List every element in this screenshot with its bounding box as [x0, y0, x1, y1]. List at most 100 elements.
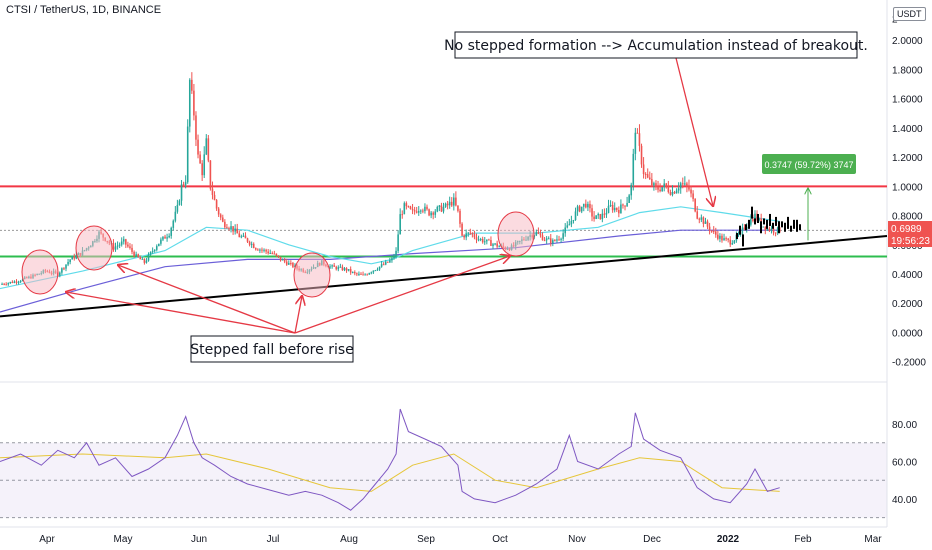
candle-body — [372, 270, 375, 273]
candle-body — [279, 256, 282, 261]
candle-body — [710, 230, 713, 232]
candle-body — [442, 206, 445, 212]
projection-bars — [736, 206, 801, 247]
candle-body — [147, 254, 150, 261]
candle-body — [768, 228, 771, 231]
time-tick-label: Oct — [492, 534, 508, 545]
candle-body — [651, 179, 653, 186]
candle-body — [570, 220, 573, 225]
candle-body — [618, 210, 620, 214]
candle-body — [329, 266, 331, 268]
candle-body — [374, 270, 377, 272]
candle-body — [741, 227, 744, 231]
candle-body — [436, 206, 439, 212]
candle-body — [640, 145, 643, 165]
annotation-arrow — [294, 296, 302, 334]
candle-body — [644, 174, 647, 176]
countdown-label: 19:56:23 — [891, 236, 930, 247]
candle-body — [690, 189, 692, 194]
candle-body — [620, 204, 622, 214]
candle-body — [653, 183, 655, 186]
ma-fast-line — [0, 206, 780, 290]
projection-bar — [736, 233, 738, 240]
price-tick-label: 0.4000 — [892, 270, 923, 281]
candle-body — [236, 228, 239, 234]
candle-body — [638, 133, 641, 146]
candle-body — [114, 246, 117, 250]
time-tick-label: 2022 — [717, 534, 740, 545]
projection-bar — [745, 224, 747, 231]
time-tick-label: Mar — [864, 534, 882, 545]
candle-body — [692, 193, 694, 199]
ascending-trendline — [0, 235, 888, 318]
candle-body — [376, 269, 379, 271]
candle-body — [285, 261, 288, 265]
candle-body — [465, 233, 467, 238]
candle-body — [125, 239, 127, 245]
candle-body — [331, 265, 333, 267]
candle-body — [209, 160, 212, 189]
candle-body — [646, 174, 649, 178]
top-note-box — [454, 31, 858, 59]
price-tick-label: 1.8000 — [892, 65, 923, 76]
candle-body — [438, 205, 441, 207]
candle-body — [731, 242, 734, 245]
projection-bar — [742, 234, 744, 247]
candle-body — [706, 221, 709, 227]
candle-body — [481, 239, 484, 243]
ma-slow-line — [0, 229, 780, 313]
last-price-label: 0.6989 — [891, 224, 922, 235]
candle-body — [382, 264, 385, 266]
candle-body — [339, 266, 342, 268]
candle-body — [428, 209, 430, 216]
candle-body — [477, 239, 480, 241]
candle-body — [170, 227, 173, 236]
projection-bar — [760, 221, 762, 234]
projection-bar — [769, 213, 771, 226]
price-axis-ticks: 22.00001.80001.60001.40001.20001.00000.8… — [892, 14, 926, 368]
candle-body — [1, 283, 3, 285]
candle-body — [661, 187, 663, 191]
candle-body — [395, 250, 397, 257]
candle-body — [467, 232, 470, 234]
candle-body — [659, 189, 661, 191]
candle-body — [139, 257, 142, 260]
candle-body — [234, 228, 236, 232]
candle-body — [184, 182, 187, 185]
currency-badge[interactable]: USDT — [893, 7, 926, 21]
candle-body — [391, 258, 393, 261]
candle-body — [572, 219, 575, 221]
projection-bar — [763, 218, 765, 225]
candle-body — [360, 273, 362, 275]
candle-body — [168, 235, 170, 238]
candle-body — [19, 281, 22, 283]
candle-body — [430, 212, 432, 216]
candle-body — [591, 208, 593, 217]
price-tick-label: 1.0000 — [892, 182, 923, 193]
candle-body — [648, 177, 651, 180]
candle-body — [250, 243, 253, 245]
candle-body — [424, 206, 426, 212]
candle-body — [335, 266, 338, 270]
candle-body — [671, 191, 674, 195]
candle-body — [65, 264, 67, 269]
candle-body — [364, 274, 366, 276]
candle-body — [576, 206, 579, 212]
candle-body — [116, 245, 119, 247]
candle-body — [560, 238, 562, 240]
candle-body — [554, 240, 556, 242]
projection-bar — [772, 222, 774, 229]
candle-body — [471, 233, 474, 235]
candle-body — [145, 260, 148, 263]
candle-body — [176, 204, 179, 212]
candle-body — [252, 243, 255, 249]
candle-body — [166, 237, 168, 239]
last-price-box — [888, 221, 932, 247]
time-tick-label: Dec — [643, 534, 661, 545]
candle-body — [5, 284, 7, 286]
candle-body — [723, 238, 725, 241]
candle-body — [399, 214, 401, 235]
price-tick-label: 0.2000 — [892, 299, 923, 310]
candle-body — [215, 200, 218, 209]
